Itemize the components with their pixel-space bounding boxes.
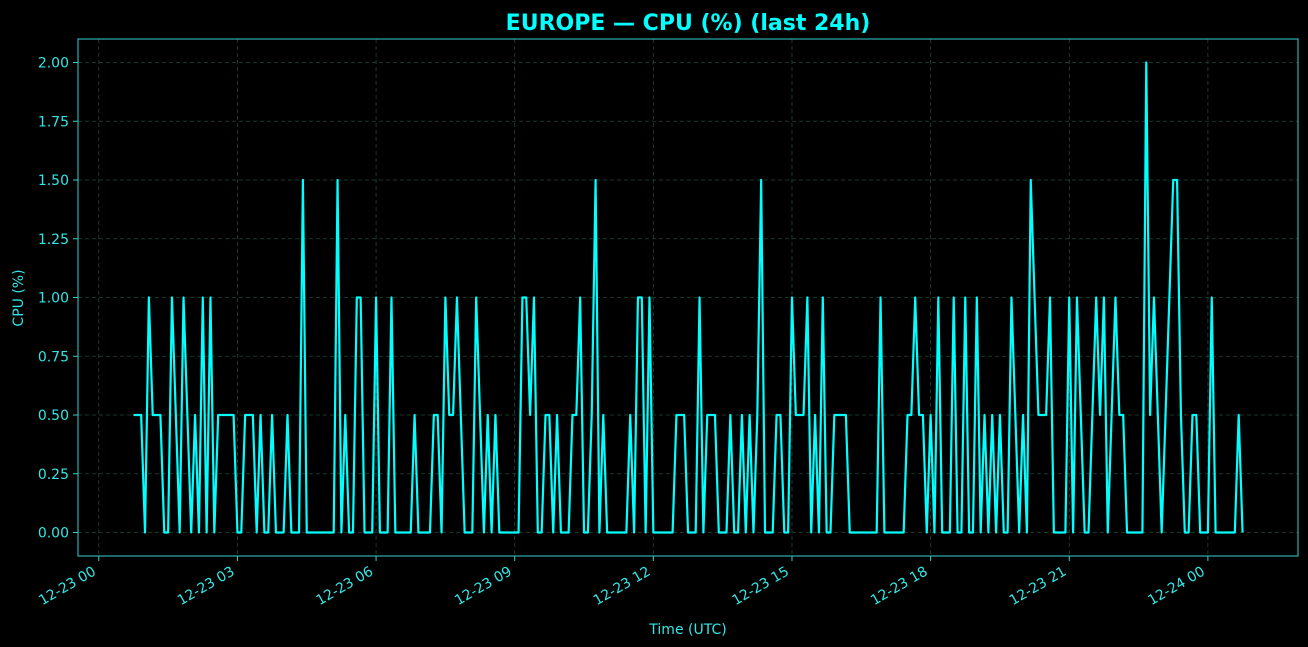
- data-line: [133, 61, 1244, 534]
- y-tick-label: 0.00: [38, 526, 69, 542]
- y-tick-label: 0.50: [38, 408, 69, 424]
- y-tick-label: 2.00: [38, 56, 69, 72]
- y-tick-label: 0.25: [38, 467, 69, 483]
- y-tick-label: 1.00: [38, 291, 69, 307]
- y-axis-label: CPU (%): [11, 269, 27, 326]
- y-tick-label: 1.75: [38, 114, 69, 130]
- y-tick-label: 1.25: [38, 232, 69, 248]
- plot-frame: [77, 38, 1299, 557]
- y-tick-label: 1.50: [38, 173, 69, 189]
- chart-title: EUROPE — CPU (%) (last 24h): [506, 11, 871, 36]
- x-axis-label: Time (UTC): [648, 622, 726, 638]
- y-tick-label: 0.75: [38, 349, 69, 365]
